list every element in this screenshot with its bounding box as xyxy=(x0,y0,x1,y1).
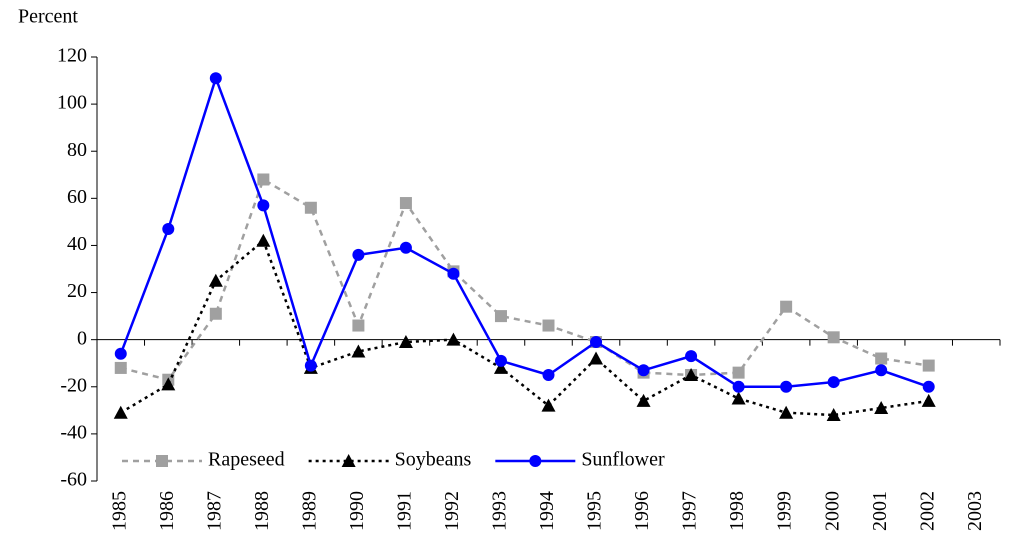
data-point xyxy=(114,347,127,360)
y-tick-label: 80 xyxy=(67,139,87,161)
data-point xyxy=(446,332,461,346)
y-tick-label: -20 xyxy=(60,374,87,396)
data-point xyxy=(875,364,888,377)
y-tick-label: 0 xyxy=(77,327,87,349)
data-point xyxy=(542,369,555,381)
x-tick-label: 1999 xyxy=(774,491,796,531)
series-line xyxy=(120,238,929,417)
x-tick-label: 2001 xyxy=(869,491,891,531)
data-point xyxy=(827,331,840,344)
y-tick-label: -40 xyxy=(60,421,87,443)
y-axis-label: Percent xyxy=(18,6,78,28)
data-point xyxy=(399,197,412,210)
x-tick-label: 1986 xyxy=(156,491,178,531)
data-point xyxy=(114,361,127,374)
data-point xyxy=(684,368,699,381)
data-point xyxy=(685,350,698,363)
data-point xyxy=(921,393,936,407)
data-point xyxy=(162,222,175,235)
y-tick-label: -60 xyxy=(60,469,87,491)
data-point xyxy=(826,408,841,422)
data-point xyxy=(208,273,223,287)
x-tick-label: 2003 xyxy=(964,491,986,531)
y-tick-label: 20 xyxy=(67,280,87,302)
data-point xyxy=(304,201,317,214)
data-point xyxy=(257,173,270,186)
data-point xyxy=(541,398,556,412)
data-point xyxy=(732,366,745,379)
x-tick-label: 1990 xyxy=(346,491,368,531)
data-point xyxy=(352,248,365,261)
data-point xyxy=(494,354,507,367)
x-tick-label: 1997 xyxy=(679,491,701,531)
y-tick-label: 120 xyxy=(57,45,87,67)
legend-marker xyxy=(341,454,356,467)
x-tick-label: 2002 xyxy=(916,491,938,531)
data-point xyxy=(113,405,128,419)
legend-marker xyxy=(529,455,542,467)
data-point xyxy=(731,391,746,405)
x-tick-label: 1985 xyxy=(108,491,130,531)
data-point xyxy=(875,352,888,365)
x-tick-label: 2000 xyxy=(821,491,843,531)
data-point xyxy=(209,307,222,320)
x-tick-label: 1988 xyxy=(251,491,273,531)
data-point xyxy=(589,351,604,365)
data-point xyxy=(161,377,176,391)
x-tick-label: 1995 xyxy=(584,491,606,531)
data-point xyxy=(256,233,271,247)
data-point xyxy=(827,376,840,389)
data-point xyxy=(780,300,793,313)
data-point xyxy=(304,359,317,372)
y-tick-label: 100 xyxy=(57,92,87,114)
data-point xyxy=(493,360,508,374)
data-point xyxy=(399,241,412,254)
data-point xyxy=(209,72,222,85)
x-tick-label: 1987 xyxy=(203,491,225,531)
data-point xyxy=(637,364,650,377)
data-point xyxy=(447,267,460,280)
data-point xyxy=(922,380,935,393)
y-tick-label: 40 xyxy=(67,233,87,255)
series-line xyxy=(120,177,929,382)
data-point xyxy=(874,400,889,414)
data-point xyxy=(398,335,413,349)
x-tick-label: 1998 xyxy=(726,491,748,531)
x-tick-label: 1992 xyxy=(441,491,463,531)
y-tick-label: 60 xyxy=(67,186,87,208)
series-line xyxy=(119,74,930,389)
data-point xyxy=(922,359,935,372)
legend-label: Rapeseed xyxy=(208,449,285,471)
x-tick-label: 1991 xyxy=(394,491,416,531)
legend-marker xyxy=(156,455,168,467)
data-point xyxy=(542,319,555,332)
data-point xyxy=(494,310,507,323)
legend-label: Sunflower xyxy=(581,449,665,471)
x-tick-label: 1989 xyxy=(298,491,320,531)
data-point xyxy=(636,393,651,407)
data-point xyxy=(351,344,366,358)
data-point xyxy=(590,336,603,349)
data-point xyxy=(352,319,365,332)
x-tick-label: 1993 xyxy=(489,491,511,531)
data-point xyxy=(257,199,270,212)
data-point xyxy=(780,380,793,393)
legend-label: Soybeans xyxy=(395,449,472,471)
data-point xyxy=(732,380,745,393)
x-tick-label: 1994 xyxy=(536,491,558,531)
x-tick-label: 1996 xyxy=(631,491,653,531)
data-point xyxy=(779,405,794,419)
